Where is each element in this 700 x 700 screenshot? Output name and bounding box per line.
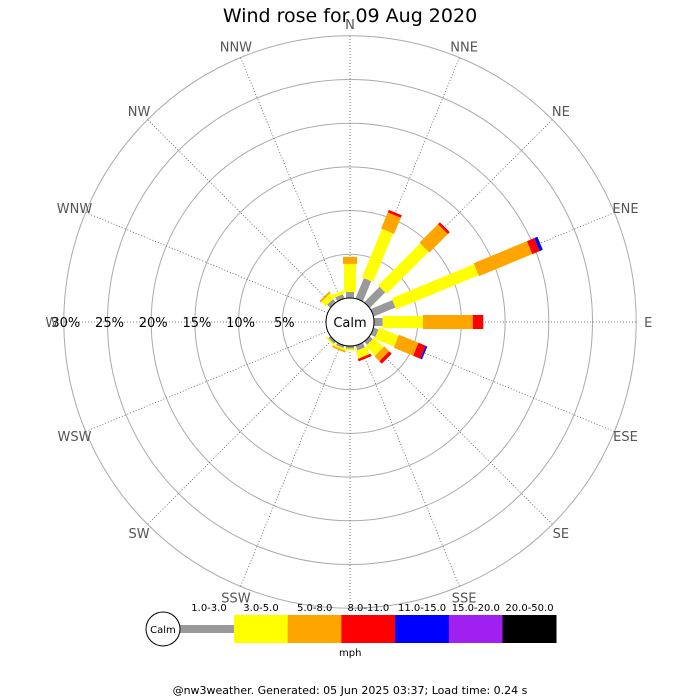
legend-label-8.0-11.0: 8.0-11.0 [348, 603, 390, 614]
bar-ne-3.0-5.0 [378, 243, 429, 294]
bar-ene-11.0-15.0 [534, 236, 543, 252]
bar-e-3.0-5.0 [382, 316, 423, 328]
compass-label-ne: NE [552, 105, 570, 120]
bar-ese-1.0-3.0 [370, 327, 379, 337]
ring-label: 10% [226, 316, 255, 331]
bar-s-3.0-5.0 [344, 348, 356, 351]
bar-sw-3.0-5.0 [325, 336, 336, 347]
legend-swatch-3.0-5.0 [234, 615, 288, 643]
compass-label-n: N [345, 18, 355, 33]
bar-se-3.0-5.0 [365, 337, 384, 356]
legend-unit-label: mph [339, 648, 362, 659]
compass-label-w: W [45, 316, 58, 331]
legend-swatch-8.0-11.0 [341, 615, 396, 643]
compass-label-ssw: SSW [221, 592, 251, 607]
legend-label-15.0-20.0: 15.0-20.0 [452, 603, 500, 614]
bar-ene-8.0-11.0 [527, 238, 540, 255]
ring-label: 5% [274, 316, 295, 331]
bar-s-1.0-3.0 [346, 346, 354, 349]
ring-labels: 5% 10% 15% 20% 25% 30% [51, 316, 294, 331]
legend-swatch-20.0-50.0 [502, 615, 557, 643]
bar-se-8.0-11.0 [379, 351, 392, 364]
bar-ese-8.0-11.0 [413, 342, 426, 359]
compass-label-ene: ENE [612, 202, 638, 217]
bar-ene-3.0-5.0 [391, 264, 479, 310]
bar-ne-8.0-11.0 [438, 222, 450, 234]
chart-title: Wind rose for 09 Aug 2020 [222, 5, 478, 27]
bar-sse-8.0-11.0 [357, 353, 372, 362]
bar-ne-1.0-3.0 [364, 286, 386, 308]
bar-sw-1.0-3.0 [328, 336, 336, 344]
legend-calm-label: Calm [150, 625, 176, 636]
legend-swatch-11.0-15.0 [395, 615, 450, 643]
legend-label-3.0-5.0: 3.0-5.0 [243, 603, 278, 614]
compass-label-ese: ESE [613, 430, 638, 445]
speed-legend: Calm 1.0-3.0 3.0-5.0 5.0-8.0 8.0-11.0 11.0-15… [145, 603, 557, 647]
bar-e-8.0-11.0 [472, 315, 484, 329]
legend-label-5.0-8.0: 5.0-8.0 [297, 603, 332, 614]
bar-nw-1.0-3.0 [327, 299, 336, 308]
bar-ssw-3.0-5.0 [333, 344, 346, 351]
compass-label-sse: SSE [452, 592, 477, 607]
bar-se-5.0-8.0 [374, 346, 390, 362]
ring-label: 20% [139, 316, 168, 331]
legend-label-1.0-3.0: 1.0-3.0 [191, 603, 226, 614]
bar-nne-1.0-3.0 [355, 278, 372, 302]
compass-label-wsw: WSW [58, 430, 92, 445]
ring-label: 15% [182, 316, 211, 331]
range-ring [194, 166, 506, 478]
bar-n-5.0-8.0 [343, 256, 357, 264]
bar-nnw-3.0-5.0 [332, 290, 345, 299]
bar-ese-11.0-15.0 [420, 345, 428, 360]
calm-label: Calm [333, 316, 366, 331]
bar-e-5.0-8.0 [422, 315, 473, 329]
bar-ene-1.0-3.0 [370, 300, 396, 317]
legend-label-11.0-15.0: 11.0-15.0 [398, 603, 446, 614]
frequency-bars [319, 209, 543, 364]
bar-nne-3.0-5.0 [362, 228, 394, 282]
bar-ese-5.0-8.0 [393, 334, 419, 356]
bar-nnw-1.0-3.0 [335, 294, 345, 302]
bar-se-1.0-3.0 [364, 336, 373, 345]
legend-calm-circle [145, 611, 181, 647]
compass-label-nw: NW [128, 105, 151, 120]
bar-ene-5.0-8.0 [473, 241, 533, 277]
bar-ssw-5.0-8.0 [332, 345, 346, 353]
compass-label-e: E [644, 316, 652, 331]
footer-text: @nw3weather. Generated: 05 Jun 2025 03:3… [172, 684, 528, 697]
compass-label-nne: NNE [450, 41, 478, 56]
ring-label: 30% [51, 316, 80, 331]
bar-ssw-1.0-3.0 [336, 342, 345, 349]
compass-label-nnw: NNW [220, 41, 252, 56]
legend-swatch-15.0-20.0 [448, 615, 503, 643]
bar-n-3.0-5.0 [344, 263, 356, 292]
bar-nw-3.0-5.0 [321, 293, 335, 307]
legend-label-20.0-50.0: 20.0-50.0 [505, 603, 553, 614]
bar-sse-3.0-5.0 [355, 346, 370, 359]
ring-label: 25% [95, 316, 124, 331]
compass-label-se: SE [553, 527, 569, 542]
bar-nne-8.0-11.0 [387, 209, 402, 218]
bar-sse-1.0-3.0 [355, 342, 365, 351]
compass-label-sw: SW [129, 527, 150, 542]
bar-ese-3.0-5.0 [374, 327, 399, 347]
bar-e-1.0-3.0 [374, 318, 383, 326]
bar-nne-5.0-8.0 [381, 212, 401, 234]
bar-n-1.0-3.0 [346, 291, 354, 298]
legend-swatch-5.0-8.0 [287, 615, 342, 643]
compass-label-wnw: WNW [57, 202, 93, 217]
range-ring [63, 35, 637, 609]
compass-labels: NNNENEENEEESESESSESSSWSWWSWWWNWNWNNW [45, 18, 652, 629]
bar-ne-5.0-8.0 [419, 224, 448, 253]
bar-nw-5.0-8.0 [319, 291, 331, 303]
calm-circle [325, 297, 375, 347]
range-ring [107, 79, 593, 565]
